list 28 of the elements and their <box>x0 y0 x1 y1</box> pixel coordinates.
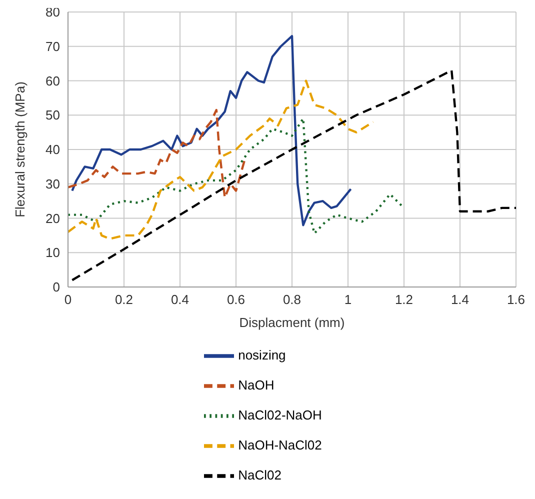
y-tick-label: 0 <box>52 280 60 295</box>
y-tick-label: 50 <box>46 108 60 123</box>
x-tick-label: 0.4 <box>170 292 190 308</box>
x-axis-title: Displacment (mm) <box>239 315 345 330</box>
x-tick-label: 0.2 <box>114 292 134 308</box>
legend-label: nosizing <box>238 347 286 362</box>
y-axis-title: Flexural strength (MPa) <box>12 82 28 218</box>
y-tick-label: 70 <box>46 38 60 54</box>
y-tick-label: 40 <box>46 142 60 158</box>
x-tick-label: 0.6 <box>226 292 246 308</box>
legend-label: NaCl02-NaOH <box>238 407 322 422</box>
x-tick-label: 1.4 <box>450 292 470 308</box>
legend-label: NaCl02 <box>238 467 282 482</box>
x-tick-label: 1.6 <box>506 292 526 308</box>
y-tick-label: 10 <box>46 245 60 260</box>
y-tick-label: 60 <box>46 73 60 88</box>
x-tick-label: 0 <box>64 292 72 308</box>
legend-label: NaOH <box>238 377 274 392</box>
line-series <box>68 80 374 240</box>
y-tick-label: 30 <box>46 176 60 192</box>
legend-label: NaOH-NaCl02 <box>238 437 322 452</box>
x-tick-label: 1.2 <box>394 292 414 308</box>
line-series <box>68 108 246 199</box>
line-series <box>71 69 516 282</box>
line-series <box>71 34 352 226</box>
x-tick-label: 1 <box>344 292 352 308</box>
x-tick-label: 0.8 <box>282 292 302 308</box>
y-tick-label: 20 <box>46 210 60 226</box>
